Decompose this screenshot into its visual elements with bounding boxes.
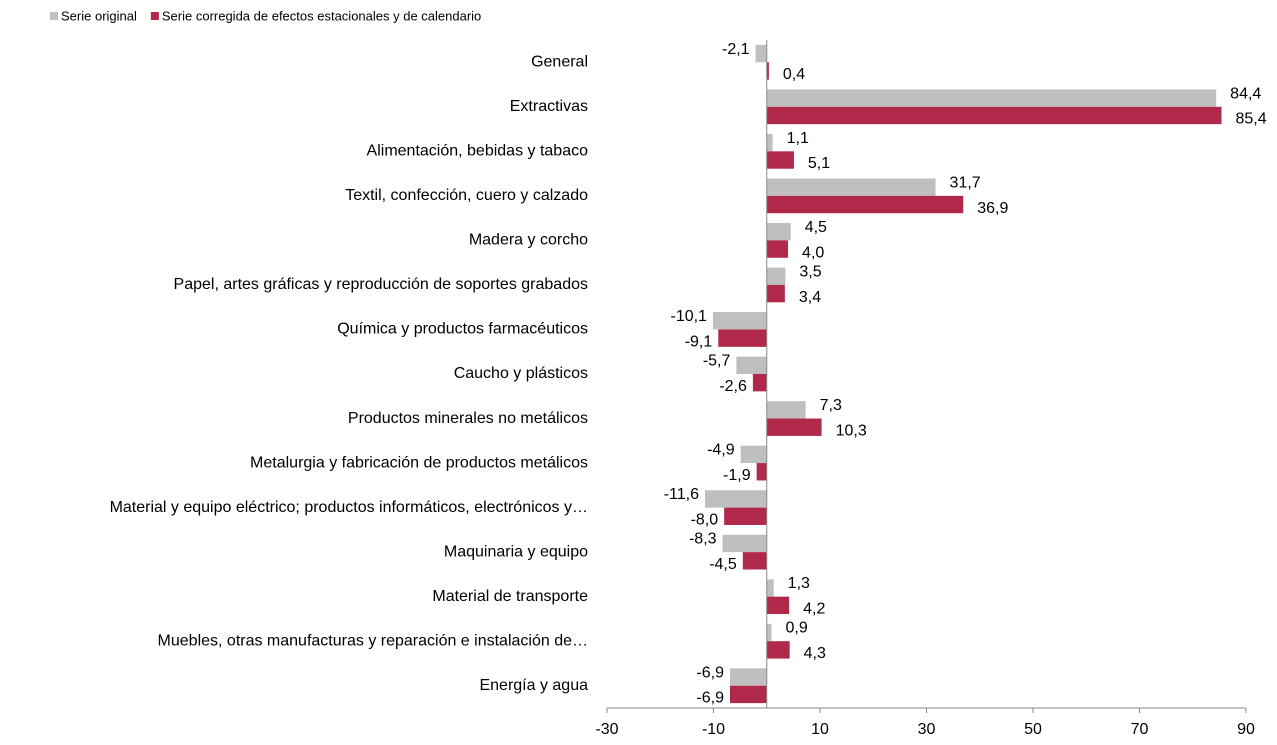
- y-tick-label: Alimentación, bebidas y tabaco: [367, 143, 589, 160]
- bar: [766, 418, 822, 436]
- x-tick-label: 30: [918, 721, 936, 738]
- bar: [766, 579, 774, 597]
- x-tick-label: -10: [702, 721, 725, 738]
- bar: [766, 284, 785, 303]
- bar: [730, 685, 767, 704]
- bar: [742, 552, 767, 570]
- data-label: 4,5: [805, 219, 827, 236]
- y-tick-label: Madera y corcho: [469, 232, 588, 249]
- data-label: 36,9: [977, 200, 1008, 217]
- x-tick-label: 50: [1024, 721, 1042, 738]
- y-tick-label: Energía y agua: [479, 677, 588, 694]
- data-label: -2,6: [719, 378, 747, 395]
- bar: [730, 668, 767, 686]
- bar: [740, 445, 767, 464]
- y-tick-label: Metalurgia y fabricación de productos me…: [250, 454, 588, 471]
- data-label: -2,1: [722, 41, 750, 58]
- data-label: 1,1: [787, 130, 809, 147]
- y-tick-label: Química y productos farmacéuticos: [337, 321, 588, 338]
- y-tick-label: Papel, artes gráficas y reproducción de …: [174, 276, 588, 293]
- y-tick-label: Textil, confección, cuero y calzado: [345, 187, 588, 204]
- bar: [756, 463, 767, 481]
- bar: [766, 178, 936, 196]
- data-label: -8,3: [689, 531, 717, 548]
- data-label: -9,1: [685, 333, 713, 350]
- bar: [766, 267, 786, 285]
- bar: [766, 62, 769, 80]
- bar: [724, 507, 767, 525]
- data-label: 4,2: [803, 601, 825, 618]
- y-tick-label: Productos minerales no metálicos: [348, 410, 588, 427]
- bar: [704, 490, 767, 508]
- data-label: 4,3: [804, 645, 826, 662]
- data-label: 4,0: [802, 244, 824, 261]
- data-label: -11,6: [664, 486, 699, 503]
- data-label: -4,9: [707, 442, 735, 459]
- data-label: -6,9: [696, 664, 724, 681]
- data-label: -6,9: [696, 690, 724, 707]
- bar: [766, 195, 964, 214]
- data-label: 0,9: [786, 620, 808, 637]
- bar: [718, 329, 767, 347]
- legend-swatch: [50, 12, 58, 20]
- x-tick-label: 10: [811, 721, 829, 738]
- data-label: 85,4: [1236, 111, 1267, 128]
- bar: [736, 356, 767, 374]
- y-tick-label: General: [531, 53, 588, 70]
- bar: [766, 240, 789, 258]
- bar: [712, 312, 767, 330]
- data-label: 5,1: [808, 155, 830, 172]
- x-tick-label: -30: [595, 721, 618, 738]
- data-label: 3,4: [799, 289, 821, 306]
- y-tick-label: Material y equipo eléctrico; productos i…: [110, 499, 588, 516]
- x-tick-label: 70: [1131, 721, 1149, 738]
- x-tick-label: 90: [1237, 721, 1255, 738]
- legend-label: Serie original: [61, 8, 137, 23]
- data-label: 0,4: [783, 66, 805, 83]
- bar: [766, 151, 794, 169]
- data-label: 84,4: [1230, 85, 1261, 102]
- data-label: -10,1: [670, 308, 707, 325]
- legend-swatch: [150, 12, 159, 20]
- data-label: 10,3: [836, 422, 867, 439]
- data-label: -1,9: [723, 467, 751, 484]
- bar: [766, 133, 773, 152]
- data-label: 3,5: [799, 263, 821, 280]
- data-label: -8,0: [691, 512, 719, 529]
- legend-label: Serie corregida de efectos estacionales …: [162, 8, 481, 23]
- bar: [755, 44, 767, 63]
- y-tick-label: Caucho y plásticos: [454, 365, 588, 382]
- y-tick-label: Maquinaria y equipo: [444, 543, 588, 560]
- y-tick-label: Muebles, otras manufacturas y reparación…: [158, 632, 588, 649]
- data-label: 7,3: [820, 397, 842, 414]
- data-label: -5,7: [703, 353, 731, 370]
- bar: [766, 106, 1222, 125]
- data-label: 31,7: [950, 174, 981, 191]
- bar: [766, 401, 806, 419]
- y-tick-label: Extractivas: [510, 98, 588, 115]
- data-label: 1,3: [788, 575, 810, 592]
- data-label: -4,5: [709, 556, 737, 573]
- bar: [766, 623, 772, 642]
- bar: [752, 374, 767, 392]
- bar: [766, 89, 1217, 107]
- y-tick-label: Material de transporte: [432, 588, 588, 605]
- bar: [766, 641, 790, 659]
- bar: [766, 223, 791, 241]
- bar: [766, 596, 790, 615]
- bar: [722, 534, 767, 553]
